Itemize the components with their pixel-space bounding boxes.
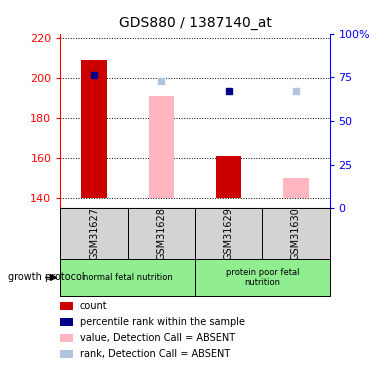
Bar: [60, 259, 195, 296]
Bar: [216, 156, 241, 198]
Text: count: count: [80, 301, 108, 310]
Bar: [128, 208, 195, 259]
Bar: [149, 96, 174, 198]
Bar: [60, 208, 128, 259]
Text: GSM31627: GSM31627: [89, 207, 99, 260]
Text: growth protocol: growth protocol: [8, 273, 84, 282]
Bar: [283, 178, 309, 198]
Text: GSM31629: GSM31629: [223, 207, 234, 260]
Text: GSM31628: GSM31628: [156, 207, 167, 260]
Title: GDS880 / 1387140_at: GDS880 / 1387140_at: [119, 16, 271, 30]
Bar: [195, 259, 330, 296]
Text: normal fetal nutrition: normal fetal nutrition: [83, 273, 173, 282]
Text: percentile rank within the sample: percentile rank within the sample: [80, 317, 245, 327]
Bar: [195, 208, 262, 259]
Text: value, Detection Call = ABSENT: value, Detection Call = ABSENT: [80, 333, 235, 343]
Bar: [81, 60, 107, 198]
Text: protein poor fetal
nutrition: protein poor fetal nutrition: [225, 268, 299, 287]
Text: GSM31630: GSM31630: [291, 207, 301, 260]
Text: rank, Detection Call = ABSENT: rank, Detection Call = ABSENT: [80, 349, 230, 359]
Bar: [262, 208, 330, 259]
